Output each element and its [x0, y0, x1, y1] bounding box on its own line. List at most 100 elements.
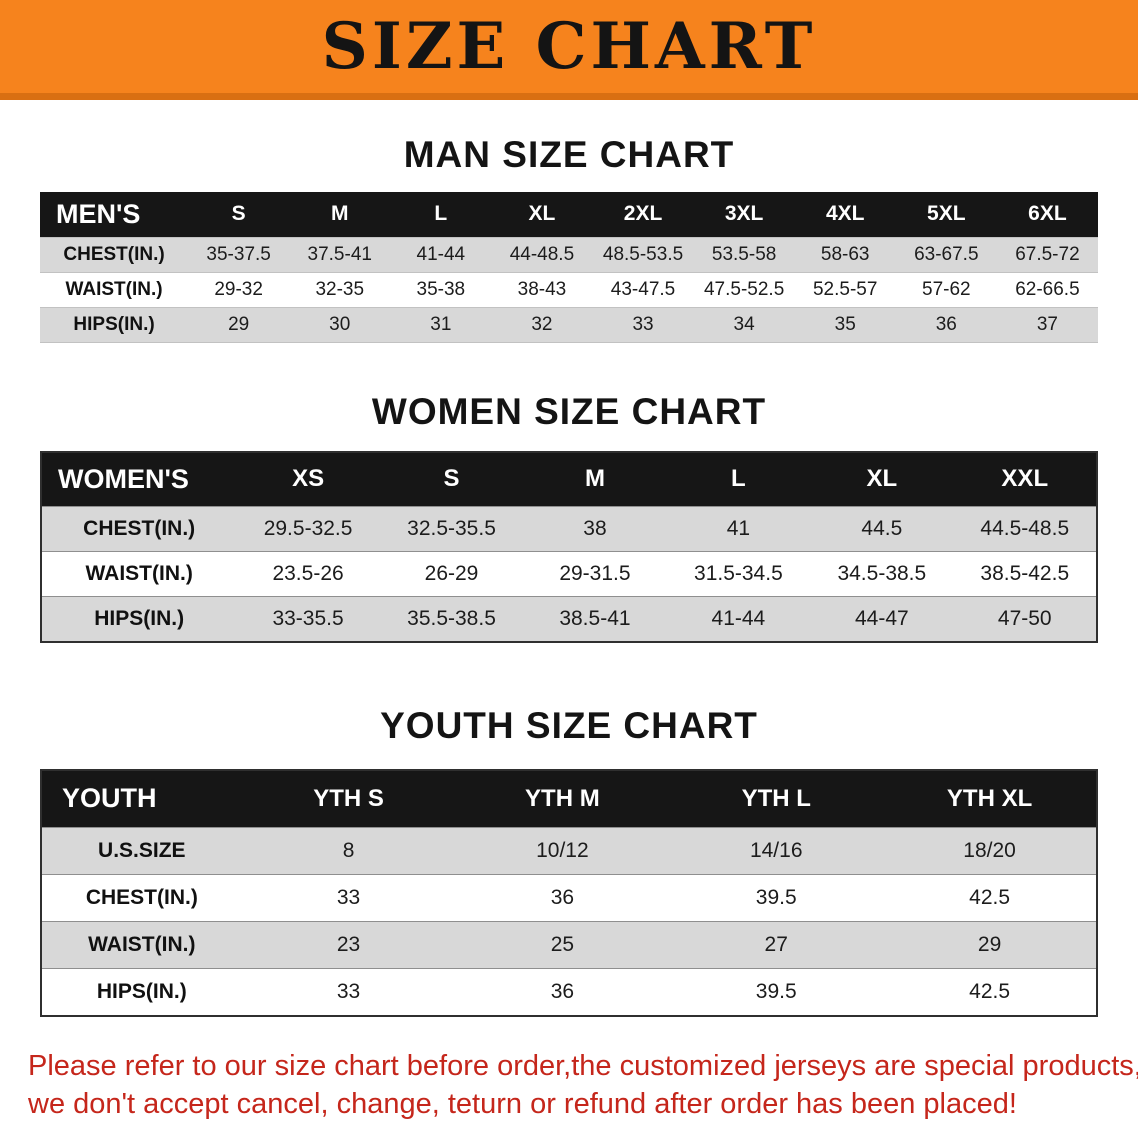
row-label-cell: CHEST(IN.) — [40, 236, 189, 272]
value-cell: 41-44 — [666, 596, 811, 642]
value-cell: 14/16 — [669, 827, 884, 875]
size-header-cell: YTH S — [241, 769, 456, 828]
size-header-cell: YTH XL — [883, 769, 1097, 828]
value-cell: 35 — [794, 306, 896, 342]
size-header-cell: S — [379, 451, 524, 507]
men-section-heading: MAN SIZE CHART — [403, 134, 735, 175]
value-cell: 32 — [491, 306, 593, 342]
value-cell: 39.5 — [669, 968, 884, 1016]
disclaimer-line-1: Please refer to our size chart before or… — [28, 1049, 1138, 1082]
value-cell: 31 — [390, 306, 492, 342]
value-cell: 48.5-53.5 — [592, 236, 694, 272]
table-title-cell: WOMEN'S — [41, 451, 237, 507]
value-cell: 35-37.5 — [188, 236, 290, 272]
value-cell: 37.5-41 — [289, 236, 391, 272]
size-header-cell: XS — [236, 451, 380, 507]
value-cell: 33 — [241, 874, 456, 922]
value-cell: 33 — [241, 968, 456, 1016]
value-cell: 35-38 — [390, 271, 492, 307]
value-cell: 23 — [241, 921, 456, 969]
value-cell: 38.5-41 — [523, 596, 667, 642]
table-row: HIPS(IN.) 33-35.5 35.5-38.5 38.5-41 41-44 44-… — [41, 596, 1097, 642]
table-header-row: YOUTH YTH S YTH M YTH L YTH XL — [41, 769, 1097, 828]
women-section-heading: WOMEN SIZE CHART — [371, 390, 767, 432]
men-size-table: MEN'S S M L XL 2XL 3XL 4XL 5XL 6XL CHEST(IN.) 35-37… — [40, 192, 1098, 343]
table-row: WAIST(IN.) 29-32 32-35 35-38 38-43 43-47.5 47.… — [40, 271, 1098, 307]
size-header-cell: 5XL — [895, 192, 997, 237]
value-cell: 33 — [592, 306, 694, 342]
page-title: SIZE CHART — [321, 9, 817, 84]
value-cell: 8 — [241, 827, 456, 875]
row-label-cell: WAIST(IN.) — [41, 551, 237, 597]
size-header-cell: XL — [491, 192, 593, 237]
value-cell: 32-35 — [289, 271, 391, 307]
value-cell: 53.5-58 — [693, 236, 795, 272]
row-label-cell: CHEST(IN.) — [41, 506, 237, 552]
disclaimer: Please refer to our size chart before or… — [28, 1047, 1138, 1124]
value-cell: 10/12 — [455, 827, 670, 875]
table-row: WAIST(IN.) 23.5-26 26-29 29-31.5 31.5-34.5 34… — [41, 551, 1097, 597]
value-cell: 29 — [188, 306, 290, 342]
value-cell: 36 — [455, 874, 670, 922]
value-cell: 32.5-35.5 — [379, 506, 524, 552]
table-header-row: MEN'S S M L XL 2XL 3XL 4XL 5XL 6XL — [40, 192, 1098, 237]
value-cell: 29-32 — [188, 271, 290, 307]
value-cell: 29 — [883, 921, 1097, 969]
value-cell: 67.5-72 — [996, 236, 1098, 272]
size-header-cell: M — [523, 451, 667, 507]
value-cell: 62-66.5 — [996, 271, 1098, 307]
value-cell: 38 — [523, 506, 667, 552]
value-cell: 44.5-48.5 — [953, 506, 1097, 552]
table-title-cell: YOUTH — [41, 769, 242, 828]
size-header-cell: L — [390, 192, 492, 237]
value-cell: 33-35.5 — [236, 596, 380, 642]
size-header-cell: 4XL — [794, 192, 896, 237]
value-cell: 26-29 — [379, 551, 524, 597]
value-cell: 29-31.5 — [523, 551, 667, 597]
value-cell: 37 — [996, 306, 1098, 342]
table-row: WAIST(IN.) 23 25 27 29 — [41, 921, 1097, 969]
value-cell: 63-67.5 — [895, 236, 997, 272]
value-cell: 35.5-38.5 — [379, 596, 524, 642]
value-cell: 34 — [693, 306, 795, 342]
row-label-cell: HIPS(IN.) — [41, 596, 237, 642]
value-cell: 57-62 — [895, 271, 997, 307]
value-cell: 52.5-57 — [794, 271, 896, 307]
youth-section-heading: YOUTH SIZE CHART — [380, 704, 758, 746]
size-chart-banner: SIZE CHART — [0, 0, 1138, 100]
table-row: HIPS(IN.) 33 36 39.5 42.5 — [41, 968, 1097, 1016]
value-cell: 25 — [455, 921, 670, 969]
value-cell: 42.5 — [883, 874, 1097, 922]
value-cell: 41-44 — [390, 236, 492, 272]
row-label-cell: CHEST(IN.) — [41, 874, 242, 922]
size-header-cell: XL — [810, 451, 954, 507]
value-cell: 31.5-34.5 — [666, 551, 811, 597]
value-cell: 44.5 — [810, 506, 954, 552]
size-header-cell: YTH L — [669, 769, 884, 828]
table-row: CHEST(IN.) 29.5-32.5 32.5-35.5 38 41 44.5 44.5… — [41, 506, 1097, 552]
value-cell: 36 — [895, 306, 997, 342]
youth-size-table: YOUTH YTH S YTH M YTH L YTH XL U.S.SIZE 8 10/12… — [40, 768, 1098, 1017]
value-cell: 39.5 — [669, 874, 884, 922]
table-row: CHEST(IN.) 35-37.5 37.5-41 41-44 44-48.5 48.5… — [40, 236, 1098, 272]
table-row: CHEST(IN.) 33 36 39.5 42.5 — [41, 874, 1097, 922]
row-label-cell: U.S.SIZE — [41, 827, 242, 875]
value-cell: 30 — [289, 306, 391, 342]
value-cell: 41 — [666, 506, 811, 552]
row-label-cell: WAIST(IN.) — [41, 921, 242, 969]
value-cell: 27 — [669, 921, 884, 969]
value-cell: 29.5-32.5 — [236, 506, 380, 552]
value-cell: 43-47.5 — [592, 271, 694, 307]
row-label-cell: WAIST(IN.) — [40, 271, 189, 307]
row-label-cell: HIPS(IN.) — [41, 968, 242, 1016]
value-cell: 38.5-42.5 — [953, 551, 1097, 597]
value-cell: 44-47 — [810, 596, 954, 642]
value-cell: 18/20 — [883, 827, 1097, 875]
women-size-table: WOMEN'S XS S M L XL XXL CHEST(IN.) 29.5-32.5 32.5… — [40, 450, 1098, 643]
value-cell: 58-63 — [794, 236, 896, 272]
value-cell: 42.5 — [883, 968, 1097, 1016]
size-header-cell: 3XL — [693, 192, 795, 237]
value-cell: 38-43 — [491, 271, 593, 307]
size-header-cell: XXL — [953, 451, 1097, 507]
disclaimer-line-2: we don't accept cancel, change, teturn o… — [28, 1087, 1017, 1120]
